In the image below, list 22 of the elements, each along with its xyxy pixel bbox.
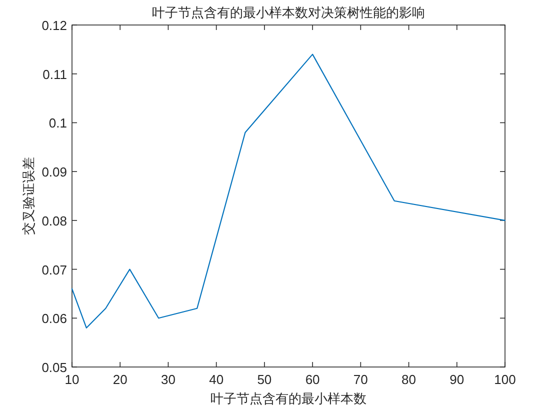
x-tick-label: 10 bbox=[64, 372, 80, 387]
y-tick-label: 0.06 bbox=[42, 311, 67, 326]
x-tick-label: 60 bbox=[305, 372, 320, 387]
y-tick-label: 0.08 bbox=[42, 213, 67, 228]
x-tick-label: 100 bbox=[494, 372, 516, 387]
x-tick-label: 30 bbox=[160, 372, 176, 387]
x-tick-label: 70 bbox=[353, 372, 368, 387]
x-tick-label: 90 bbox=[450, 372, 464, 387]
x-tick-label: 40 bbox=[209, 372, 224, 387]
y-tick-label: 0.07 bbox=[42, 262, 67, 278]
y-tick-label: 0.05 bbox=[42, 360, 67, 375]
chart-title: 叶子节点含有的最小样本数对决策树性能的影响 bbox=[152, 5, 425, 20]
y-tick-label: 0.1 bbox=[48, 116, 67, 131]
y-tick-label: 0.09 bbox=[42, 164, 67, 180]
y-tick-label: 0.11 bbox=[42, 66, 67, 82]
line-series bbox=[71, 54, 506, 328]
x-tick-label: 80 bbox=[402, 372, 416, 387]
y-tick-label: 0.12 bbox=[42, 18, 67, 33]
x-tick-label: 50 bbox=[257, 372, 272, 387]
x-axis-title: 叶子节点含有的最小样本数 bbox=[210, 391, 366, 406]
y-axis-title: 交叉验证误差 bbox=[21, 157, 36, 235]
x-tick-label: 20 bbox=[112, 372, 128, 387]
